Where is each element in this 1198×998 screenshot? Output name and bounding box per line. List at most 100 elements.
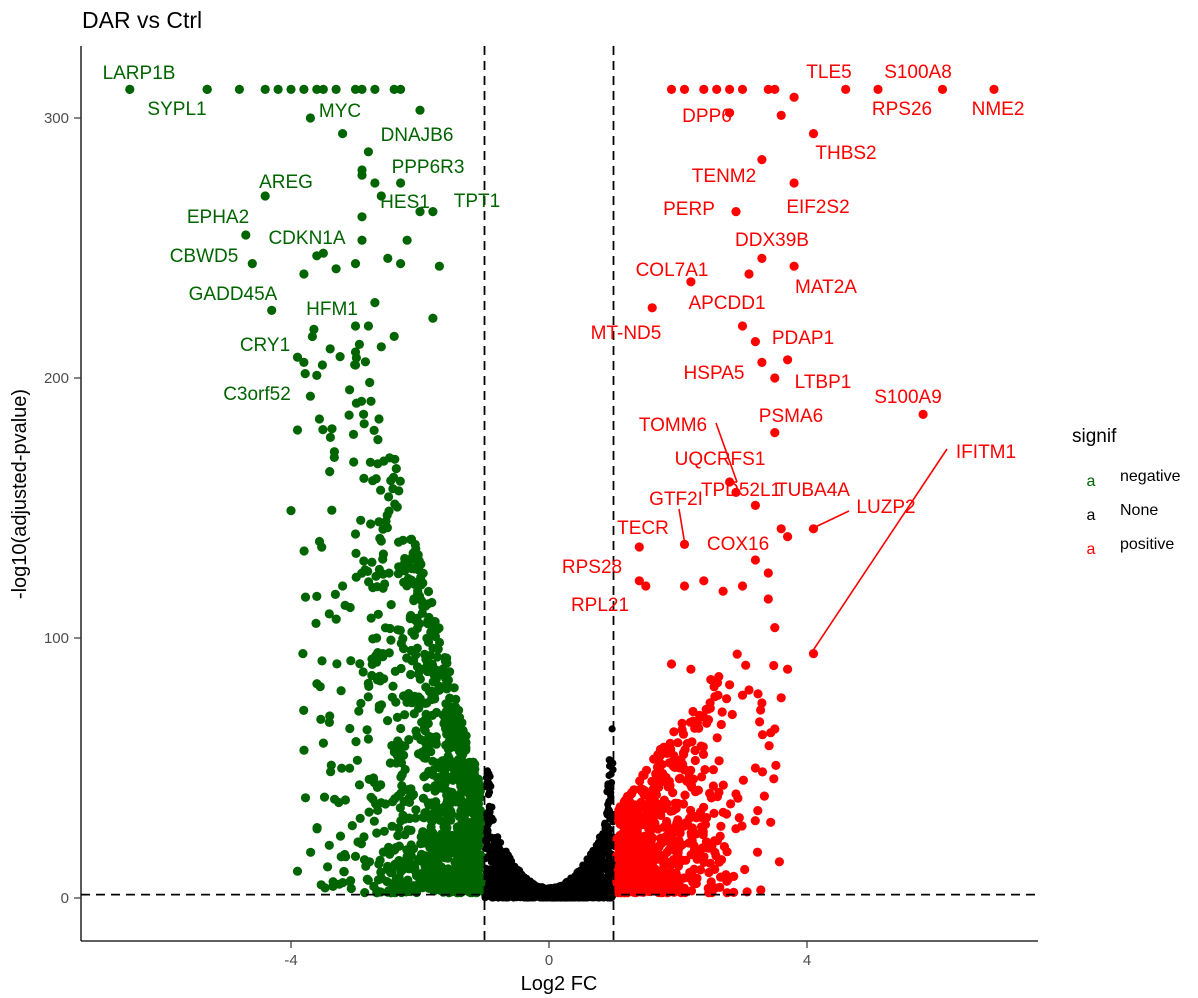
negative-point <box>395 803 405 813</box>
negative-point <box>392 712 402 723</box>
gene-label: DDX39B <box>735 230 809 251</box>
negative-point <box>396 178 406 188</box>
negative-point <box>409 709 419 719</box>
labeled-point <box>731 487 741 497</box>
negative-point <box>402 235 412 245</box>
none-point <box>576 887 584 895</box>
none-point <box>606 877 614 885</box>
negative-point <box>420 737 430 748</box>
gene-label: PERP <box>663 199 715 220</box>
positive-point <box>636 797 646 807</box>
negative-point <box>423 880 433 890</box>
positive-point <box>625 866 636 876</box>
negative-point <box>391 464 401 474</box>
none-point <box>575 894 583 902</box>
negative-point <box>348 429 359 439</box>
positive-point <box>744 269 754 279</box>
none-point <box>603 839 611 848</box>
negative-point <box>374 517 384 527</box>
negative-point <box>374 414 384 424</box>
negative-point <box>384 568 394 578</box>
negative-point <box>312 251 322 261</box>
positive-point <box>732 649 742 659</box>
negative-point <box>338 581 348 591</box>
positive-point <box>659 796 669 806</box>
positive-point <box>708 765 719 775</box>
negative-point <box>327 424 337 434</box>
positive-point <box>659 742 669 752</box>
positive-point <box>716 821 726 831</box>
y-ticks: 0 100 200 300 <box>44 110 81 907</box>
negative-point <box>292 425 303 435</box>
negative-point <box>309 324 319 334</box>
positive-point <box>715 882 725 893</box>
negative-point <box>451 832 461 842</box>
none-point <box>608 725 616 733</box>
positive-point <box>764 741 774 751</box>
negative-point <box>448 873 458 883</box>
gene-label: SYPL1 <box>147 99 206 120</box>
positive-point <box>776 693 786 703</box>
negative-point <box>330 589 340 600</box>
gene-label: TECR <box>617 518 669 539</box>
negative-point <box>375 855 385 865</box>
negative-point <box>273 84 283 94</box>
negative-point <box>344 410 354 420</box>
gene-label: PDAP1 <box>772 328 834 349</box>
negative-point <box>350 360 361 370</box>
x-tick-label: -4 <box>284 952 297 969</box>
gene-label: DNAJB6 <box>381 125 454 146</box>
positive-point <box>776 110 786 120</box>
negative-point <box>393 831 403 841</box>
none-point <box>569 878 577 886</box>
negative-point <box>422 783 432 793</box>
negative-point <box>411 616 421 626</box>
positive-point <box>770 724 780 734</box>
negative-point <box>366 396 376 406</box>
negative-point <box>391 697 401 707</box>
negative-point <box>334 797 344 808</box>
negative-point <box>351 548 361 559</box>
negative-point <box>379 674 389 684</box>
positive-point <box>769 774 779 784</box>
negative-point <box>379 826 389 836</box>
labeled-point <box>647 303 657 313</box>
negative-point <box>423 637 434 647</box>
negative-point <box>369 881 379 892</box>
gene-label: APCDD1 <box>688 293 765 314</box>
labeled-point <box>757 357 767 367</box>
negative-point <box>431 737 441 747</box>
negative-point <box>433 884 444 894</box>
negative-point <box>433 644 443 654</box>
negative-point <box>337 763 347 773</box>
positive-point <box>740 864 750 875</box>
negative-point <box>400 553 410 564</box>
gene-label: C3orf52 <box>223 384 291 405</box>
positive-point <box>681 765 691 775</box>
negative-point <box>438 835 448 845</box>
none-point <box>485 879 493 887</box>
labeled-point <box>376 191 386 201</box>
positive-point <box>722 809 732 819</box>
negative-point <box>387 867 397 877</box>
positive-point <box>710 864 720 875</box>
none-point <box>493 867 501 876</box>
negative-point <box>359 473 369 483</box>
negative-point <box>396 663 406 674</box>
negative-point <box>464 860 474 870</box>
negative-point <box>371 799 381 809</box>
negative-point <box>356 515 366 525</box>
negative-point <box>444 754 454 764</box>
positive-point <box>686 850 696 860</box>
gene-label: COL7A1 <box>636 260 709 281</box>
legend-title: signif <box>1072 426 1117 447</box>
negative-point <box>406 840 416 850</box>
none-point <box>502 884 511 892</box>
negative-point <box>328 877 338 887</box>
negative-point <box>390 499 400 509</box>
none-point <box>538 892 546 900</box>
negative-point <box>326 760 336 770</box>
none-point <box>508 891 516 900</box>
negative-point <box>365 457 375 467</box>
positive-point <box>729 887 739 898</box>
